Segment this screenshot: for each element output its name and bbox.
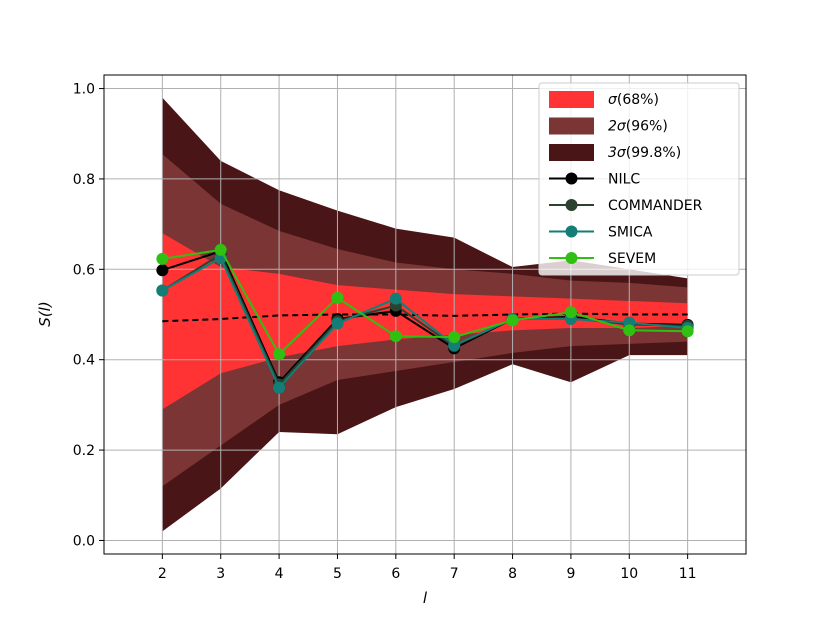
axis-ticks: 2 3 4 5 6 7 8 9 10 11 0.0 0.2 0.4 0.6 0.8 1.0 [73,82,697,582]
mean-line-layer [162,312,688,323]
legend-marker [565,252,578,264]
y-tick-label: 0.4 [73,353,95,369]
legend-swatch [549,117,594,135]
point-sevem [623,324,636,337]
y-tick-label: 0.2 [73,443,95,459]
x-tick-label: 10 [620,566,638,582]
x-tick-label: 11 [679,566,697,582]
series-layer [156,243,694,394]
point-smica [389,292,402,305]
x-tick-label: 9 [566,566,575,582]
legend-label: SEVEM [608,251,656,267]
point-smica [273,381,286,394]
point-sevem [448,331,461,344]
x-tick-label: 6 [391,566,400,582]
point-sevem [389,330,402,343]
point-smica [156,284,169,297]
x-tick-label: 7 [450,566,459,582]
y-axis-label: S(l) [36,301,54,326]
plot-frame [103,74,747,555]
point-sevem [506,314,519,327]
x-tick-label: 2 [158,566,167,582]
legend-label: COMMANDER [608,198,703,214]
legend: σ(68%) 2σ(96%) 3σ(99.8%) NILC COMMANDER SMICA… [538,82,740,276]
point-sevem [564,306,577,319]
point-sevem [156,252,169,265]
legend-swatch [549,144,594,161]
legend-label: SMICA [608,225,653,241]
grid [104,75,746,554]
x-tick-label: 4 [275,566,284,582]
point-sevem [681,325,694,338]
point-sevem [331,291,344,304]
legend-marker [565,225,578,238]
y-tick-label: 1.0 [73,82,95,98]
point-sevem [273,348,286,361]
point-nilc [156,264,169,277]
y-tick-label: 0.8 [73,172,95,188]
legend-marker [565,172,578,185]
y-tick-label: 0.0 [73,533,95,549]
x-tick-label: 8 [508,566,517,582]
mean-line [162,312,688,323]
legend-label: 3σ(99.8%) [608,145,681,161]
x-axis-label: l [423,589,428,607]
series-line-sevem [162,248,688,356]
x-tick-label: 5 [333,566,342,582]
y-tick-label: 0.6 [73,262,95,278]
legend-label: NILC [608,172,640,188]
x-tick-label: 3 [216,566,225,582]
legend-label: 2σ(96%) [608,119,668,135]
point-sevem [214,243,227,256]
legend-swatch [549,91,594,108]
legend-label: σ(68%) [608,92,659,108]
legend-marker [565,199,578,211]
point-smica [331,317,344,330]
